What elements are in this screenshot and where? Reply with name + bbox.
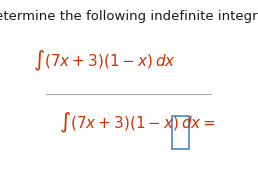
- Text: $\int(7x+3)(1-x)\,dx=$: $\int(7x+3)(1-x)\,dx=$: [59, 111, 216, 135]
- Text: Determine the following indefinite integral.: Determine the following indefinite integ…: [0, 10, 258, 23]
- Text: $\int(7x+3)(1-x)\,dx$: $\int(7x+3)(1-x)\,dx$: [33, 49, 175, 73]
- FancyBboxPatch shape: [172, 116, 189, 149]
